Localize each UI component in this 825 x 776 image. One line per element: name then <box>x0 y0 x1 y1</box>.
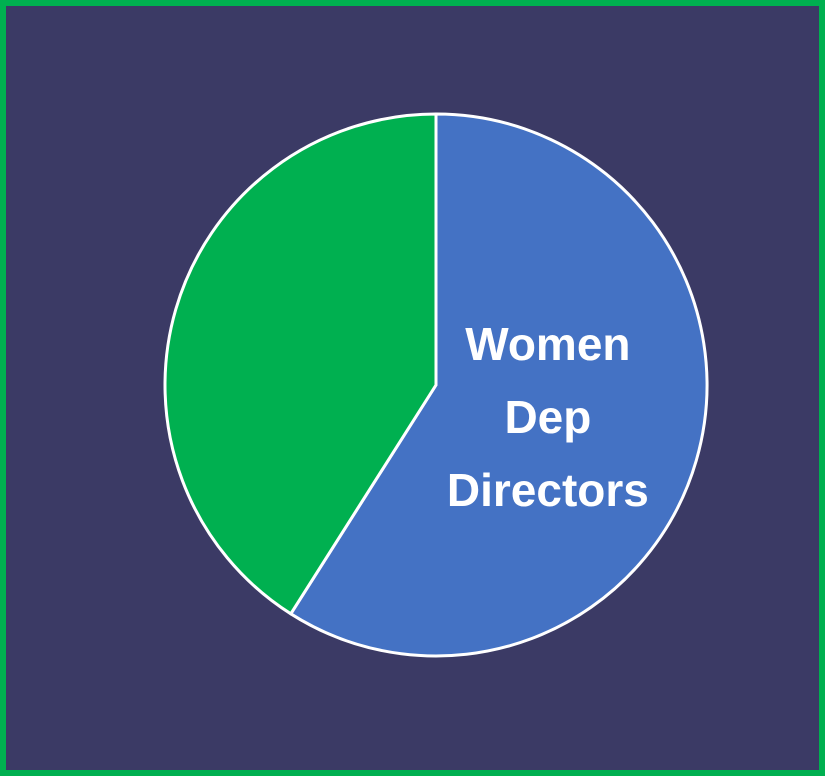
pie-slice <box>163 112 438 616</box>
slice-label: Women Dep Directors <box>446 318 649 516</box>
pie-slice <box>289 112 709 658</box>
